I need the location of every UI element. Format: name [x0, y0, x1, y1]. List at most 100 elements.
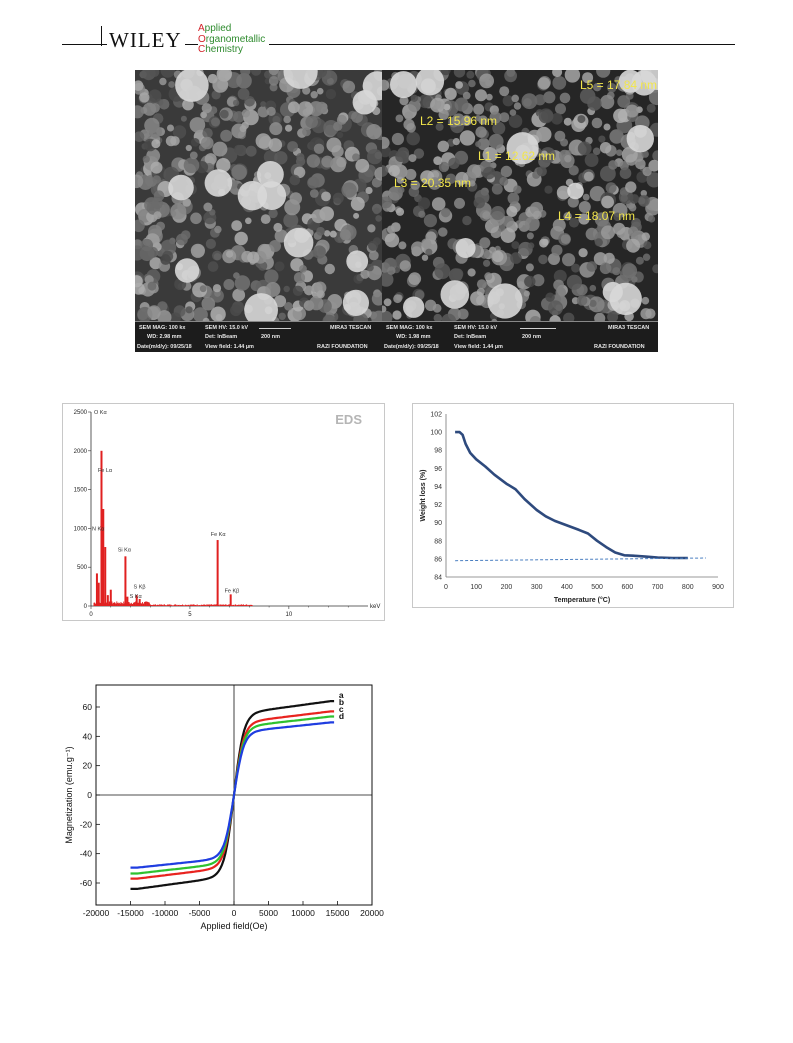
sem-grain — [438, 161, 450, 173]
sem-grain — [382, 79, 390, 91]
sem-grain — [382, 305, 387, 313]
sem-grain — [408, 272, 422, 285]
eds-peak-label: O Kα — [94, 410, 107, 416]
sem-detector: Det: InBeam — [205, 334, 238, 340]
sem-grain — [209, 209, 216, 216]
vsm-curve-label: b — [339, 697, 344, 707]
sem-grain — [652, 150, 658, 162]
sem-grain — [479, 237, 491, 249]
sem-grain — [489, 246, 497, 254]
sem-grain — [513, 185, 522, 194]
eds-peak — [100, 450, 103, 606]
sem-grain — [441, 313, 457, 322]
sem-grain — [321, 191, 331, 202]
tga-x-label: Temperature (°C) — [554, 596, 610, 604]
sem-grain — [283, 212, 299, 228]
sem-grain — [135, 174, 144, 189]
sem-grain — [473, 197, 485, 209]
sem-grain — [430, 97, 445, 113]
sem-grain — [202, 317, 210, 322]
sem-grain — [607, 311, 619, 322]
sem-grain — [612, 267, 621, 276]
sem-grain — [571, 263, 581, 273]
sem-cluster — [631, 70, 657, 96]
vsm-curve-label: a — [339, 690, 344, 700]
sem-grain — [237, 88, 250, 100]
sem-grain — [366, 263, 374, 272]
sem-cluster — [204, 169, 233, 197]
sem-grain — [239, 125, 247, 133]
sem-grain — [631, 276, 638, 283]
sem-grain — [598, 135, 606, 143]
sem-grain — [245, 217, 252, 225]
sem-grain — [220, 129, 233, 142]
sem-wd: WD: 2.98 mm — [147, 334, 182, 340]
sem-grain — [525, 263, 534, 272]
sem-grain — [322, 314, 336, 322]
sem-grain — [233, 111, 245, 123]
sem-grain — [309, 189, 319, 198]
tga-x-tick-label: 800 — [682, 584, 694, 591]
sem-grain — [628, 203, 637, 212]
sem-scale-bar — [520, 328, 556, 329]
sem-grain — [582, 72, 594, 84]
sem-grain — [160, 70, 175, 78]
sem-grain — [342, 80, 356, 94]
tga-y-tick-label: 90 — [434, 520, 442, 527]
sem-cluster — [440, 280, 470, 309]
eds-peak — [106, 595, 109, 606]
sem-grain — [504, 70, 517, 83]
eds-x-tick-label: 5 — [188, 612, 192, 618]
measurement-l1: L1 = 12.62 nm — [478, 149, 556, 163]
sem-grain — [160, 254, 171, 265]
sem-grain — [521, 93, 538, 110]
sem-grain — [297, 101, 314, 117]
sem-grain — [352, 153, 360, 162]
sem-grain — [365, 186, 373, 195]
sem-grain — [538, 254, 548, 265]
vsm-x-tick-label: -5000 — [189, 908, 211, 918]
sem-grain — [278, 312, 286, 320]
sem-grain — [511, 241, 520, 250]
sem-grain — [306, 154, 321, 168]
eds-peak — [126, 596, 129, 606]
sem-grain — [201, 103, 212, 114]
sem-grain — [455, 81, 463, 89]
sem-grain — [434, 263, 451, 280]
sem-grain — [366, 124, 382, 140]
sem-grain — [268, 76, 279, 86]
eds-y-tick-label: 0 — [84, 604, 88, 610]
sem-grain — [302, 86, 311, 95]
sem-grain — [200, 111, 207, 119]
sem-grain — [620, 194, 628, 202]
sem-grain — [230, 304, 242, 317]
sem-grain — [135, 282, 145, 295]
sem-grain — [613, 222, 626, 235]
sem-grain — [507, 192, 520, 205]
vsm-plot: -60 -40 -20 0 20 40 60 -20000 -15000 -10000 -5000 0… — [64, 684, 384, 931]
sem-hv: SEM HV: 15.0 kV — [454, 325, 498, 331]
sem-grain — [283, 115, 291, 124]
sem-grain — [452, 268, 464, 280]
sem-cluster — [174, 258, 200, 283]
tga-y-tick-label: 92 — [434, 502, 442, 509]
sem-grain — [351, 111, 363, 123]
sem-grain — [212, 250, 223, 261]
journal-name: Applied Organometallic Chemistry — [198, 23, 270, 56]
tga-x-tick-label: 700 — [652, 584, 664, 591]
sem-grain — [151, 139, 161, 149]
sem-grain — [555, 103, 566, 115]
sem-grain — [638, 194, 650, 207]
sem-grain — [599, 262, 612, 275]
sem-grain — [373, 207, 380, 215]
sem-grain — [323, 230, 331, 237]
sem-grain — [491, 183, 503, 195]
sem-grain — [433, 156, 443, 165]
sem-grain — [583, 171, 594, 182]
sem-grain — [492, 121, 506, 135]
sem-grain — [474, 115, 482, 122]
sem-grain — [564, 155, 572, 163]
sem-grain — [321, 155, 334, 168]
sem-grain — [577, 141, 592, 156]
sem-grain — [268, 70, 279, 76]
